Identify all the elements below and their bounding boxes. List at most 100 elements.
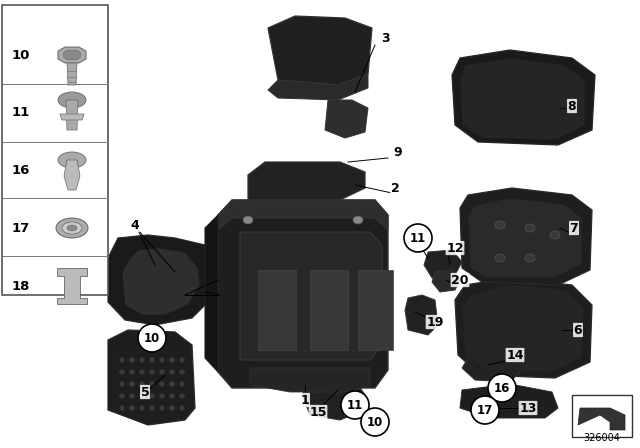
- Ellipse shape: [150, 405, 154, 410]
- Text: 14: 14: [506, 349, 524, 362]
- Ellipse shape: [56, 218, 88, 238]
- Polygon shape: [250, 368, 370, 392]
- Text: 15: 15: [309, 405, 327, 418]
- Text: 10: 10: [144, 332, 160, 345]
- Text: 19: 19: [426, 315, 444, 328]
- Polygon shape: [462, 284, 584, 372]
- Ellipse shape: [525, 224, 535, 232]
- Circle shape: [341, 391, 369, 419]
- Ellipse shape: [120, 382, 125, 387]
- Text: 6: 6: [573, 323, 582, 336]
- Polygon shape: [455, 278, 592, 378]
- Polygon shape: [63, 50, 81, 60]
- Text: 17: 17: [477, 404, 493, 417]
- Ellipse shape: [243, 216, 253, 224]
- Circle shape: [138, 324, 166, 352]
- Ellipse shape: [150, 358, 154, 362]
- Ellipse shape: [525, 254, 535, 262]
- Text: 10: 10: [12, 48, 30, 61]
- Polygon shape: [58, 47, 86, 63]
- Polygon shape: [122, 248, 200, 315]
- Ellipse shape: [179, 358, 184, 362]
- Ellipse shape: [179, 370, 184, 375]
- Circle shape: [361, 408, 389, 436]
- Text: 2: 2: [390, 181, 399, 194]
- Ellipse shape: [170, 358, 175, 362]
- Ellipse shape: [495, 254, 505, 262]
- Polygon shape: [218, 200, 388, 230]
- Ellipse shape: [150, 393, 154, 399]
- Text: 11: 11: [347, 399, 363, 412]
- Ellipse shape: [120, 358, 125, 362]
- Text: 4: 4: [131, 219, 140, 232]
- Polygon shape: [248, 162, 365, 200]
- Polygon shape: [310, 270, 348, 350]
- Ellipse shape: [140, 382, 145, 387]
- Ellipse shape: [62, 222, 82, 234]
- Ellipse shape: [129, 393, 134, 399]
- Ellipse shape: [159, 405, 164, 410]
- Ellipse shape: [140, 405, 145, 410]
- Text: 17: 17: [12, 221, 30, 234]
- Polygon shape: [268, 74, 368, 100]
- Polygon shape: [460, 188, 592, 285]
- Polygon shape: [358, 270, 393, 350]
- Ellipse shape: [129, 358, 134, 362]
- Ellipse shape: [179, 382, 184, 387]
- Text: 3: 3: [381, 31, 389, 44]
- Ellipse shape: [170, 393, 175, 399]
- Text: 7: 7: [570, 221, 579, 234]
- Ellipse shape: [170, 382, 175, 387]
- Text: 10: 10: [367, 415, 383, 428]
- Polygon shape: [218, 200, 388, 388]
- Text: 11: 11: [410, 232, 426, 245]
- Ellipse shape: [150, 370, 154, 375]
- Ellipse shape: [58, 152, 86, 168]
- Ellipse shape: [129, 370, 134, 375]
- Polygon shape: [460, 58, 585, 140]
- Ellipse shape: [159, 370, 164, 375]
- Polygon shape: [66, 100, 78, 130]
- Polygon shape: [67, 63, 77, 85]
- Ellipse shape: [140, 370, 145, 375]
- Text: 16: 16: [494, 382, 510, 395]
- Text: 12: 12: [446, 241, 464, 254]
- Text: 8: 8: [568, 99, 576, 112]
- Ellipse shape: [140, 393, 145, 399]
- Ellipse shape: [58, 92, 86, 108]
- Polygon shape: [460, 384, 558, 418]
- Ellipse shape: [129, 382, 134, 387]
- FancyBboxPatch shape: [572, 395, 632, 437]
- Polygon shape: [108, 330, 195, 425]
- Ellipse shape: [120, 393, 125, 399]
- Text: 9: 9: [394, 146, 403, 159]
- Polygon shape: [578, 408, 625, 430]
- Polygon shape: [302, 375, 365, 420]
- Polygon shape: [205, 215, 218, 372]
- Text: 326004: 326004: [584, 433, 620, 443]
- FancyBboxPatch shape: [2, 5, 108, 295]
- Ellipse shape: [159, 358, 164, 362]
- Polygon shape: [432, 270, 460, 292]
- Polygon shape: [240, 232, 382, 360]
- Ellipse shape: [495, 221, 505, 229]
- Ellipse shape: [120, 405, 125, 410]
- Ellipse shape: [179, 405, 184, 410]
- Ellipse shape: [67, 225, 77, 231]
- Ellipse shape: [150, 382, 154, 387]
- Circle shape: [488, 374, 516, 402]
- Polygon shape: [258, 270, 296, 350]
- Polygon shape: [468, 198, 582, 278]
- Ellipse shape: [159, 382, 164, 387]
- Ellipse shape: [170, 370, 175, 375]
- Polygon shape: [108, 235, 218, 325]
- Ellipse shape: [129, 405, 134, 410]
- Ellipse shape: [550, 231, 560, 239]
- Text: 20: 20: [451, 273, 468, 287]
- Text: 1: 1: [301, 393, 309, 406]
- Text: 13: 13: [519, 401, 537, 414]
- Polygon shape: [64, 160, 80, 190]
- Ellipse shape: [120, 370, 125, 375]
- Ellipse shape: [170, 405, 175, 410]
- Circle shape: [404, 224, 432, 252]
